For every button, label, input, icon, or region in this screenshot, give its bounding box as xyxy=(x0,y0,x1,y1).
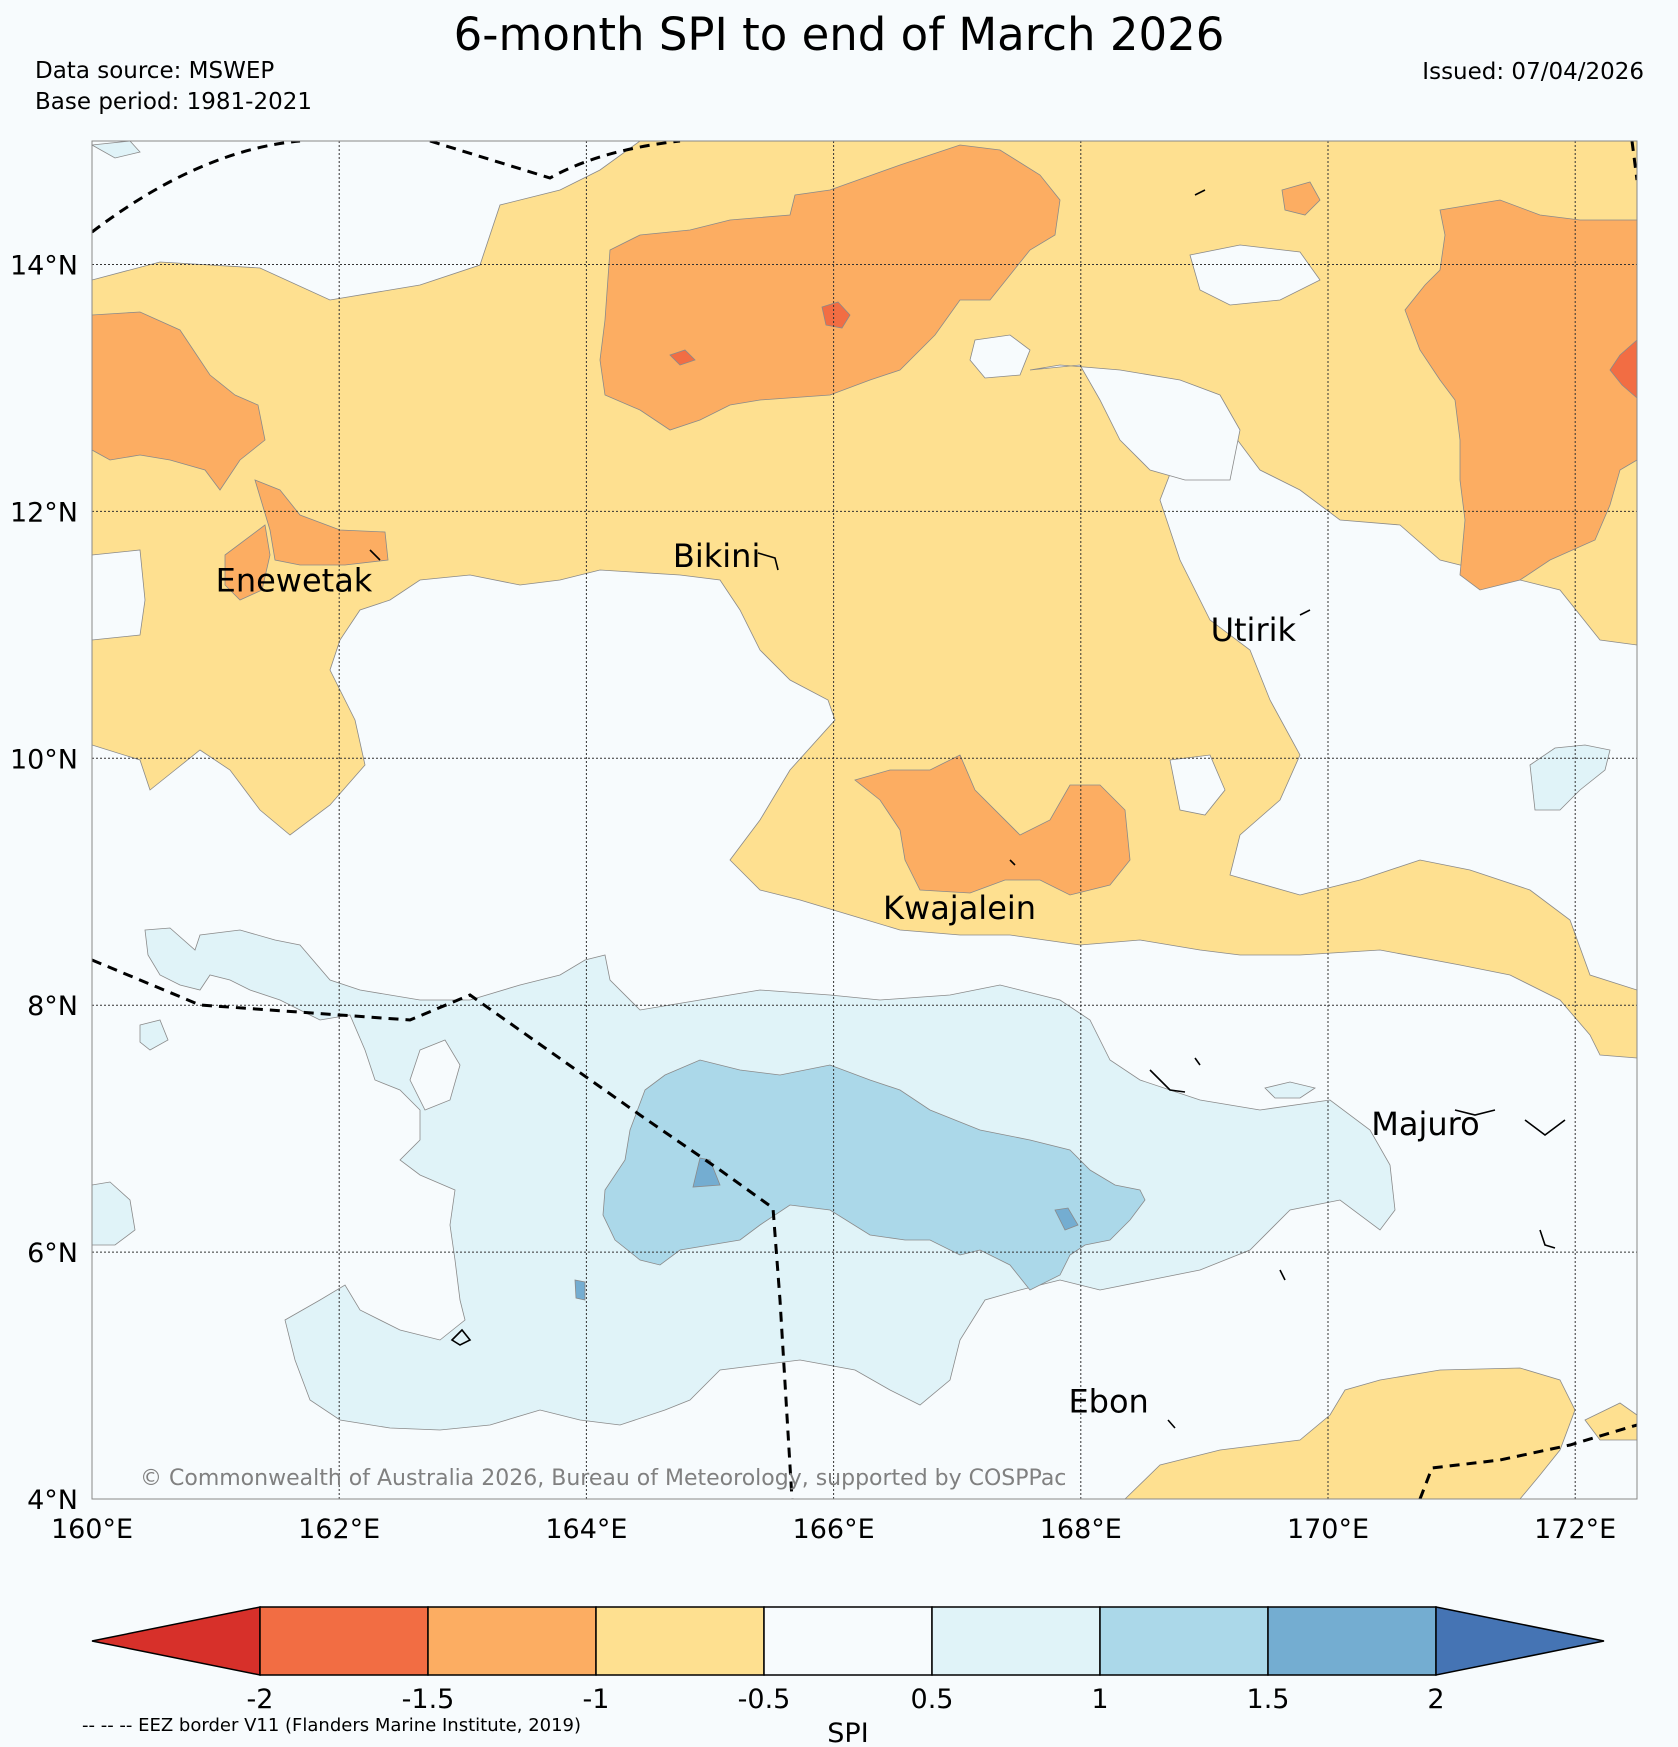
moderately-dry-patch xyxy=(1281,181,1321,216)
colorbar-tick-label: 2 xyxy=(1427,1684,1444,1715)
colorbar-bin-4 xyxy=(763,1606,933,1676)
very-wet-patch-3 xyxy=(574,1279,586,1301)
wet-patch-west xyxy=(92,1181,136,1246)
colorbar-bin-5 xyxy=(931,1606,1101,1676)
place-label: Bikini xyxy=(673,537,760,575)
place-label: Enewetak xyxy=(216,562,373,600)
longitude-tick-label: 162°E xyxy=(298,1514,380,1545)
colorbar-extend-high xyxy=(1435,1606,1605,1676)
longitude-tick-label: 160°E xyxy=(51,1514,133,1545)
longitude-labels: 160°E 162°E 164°E 166°E 168°E 170°E 172°E xyxy=(51,1514,1616,1545)
colorbar-tick-label: -0.5 xyxy=(738,1684,791,1715)
copyright-text: © Commonwealth of Australia 2026, Bureau… xyxy=(140,1466,1066,1491)
neutral-hole-5 xyxy=(1169,754,1226,816)
eez-borders xyxy=(92,141,1637,1499)
neutral-hole-wet xyxy=(409,1039,461,1111)
dry-region-south xyxy=(1124,1367,1576,1499)
gridlines xyxy=(92,141,1637,1499)
latitude-tick-label: 4°N xyxy=(27,1485,78,1516)
wet-patch-small-2 xyxy=(92,141,141,159)
latitude-tick-label: 12°N xyxy=(10,497,78,528)
map-frame xyxy=(91,140,1638,1500)
longitude-tick-label: 172°E xyxy=(1534,1514,1616,1545)
eez-border-note: -- -- -- EEZ border V11 (Flanders Marine… xyxy=(82,1715,581,1736)
colorbar-tick-label: 0.5 xyxy=(911,1684,954,1715)
colorbar-bin-6 xyxy=(1099,1606,1269,1676)
map-title: 6-month SPI to end of March 2026 xyxy=(454,8,1225,61)
colorbar-bin-2 xyxy=(427,1606,597,1676)
moderately-dry-central xyxy=(854,754,1131,896)
atoll-outlines xyxy=(369,189,1566,1429)
wet-patch-east xyxy=(1529,744,1611,811)
colorbar-label: SPI xyxy=(827,1718,868,1747)
very-wet-patch-2 xyxy=(1054,1207,1079,1231)
colorbar-tick-label: 1 xyxy=(1091,1684,1108,1715)
wet-patch-small-3 xyxy=(139,1019,169,1051)
place-label: Ebon xyxy=(1068,1383,1148,1421)
moderately-dry-north xyxy=(599,144,1061,431)
colorbar-bin-1 xyxy=(259,1606,429,1676)
neutral-hole-4 xyxy=(92,549,146,641)
dry-patch-southeast xyxy=(1584,1402,1637,1441)
colorbar-tick-labels: -2 -1.5 -1 -0.5 0.5 1 1.5 2 xyxy=(247,1684,1445,1715)
colorbar-bin-7 xyxy=(1267,1606,1437,1676)
neutral-hole-3 xyxy=(969,334,1031,379)
issued-date-text: Issued: 07/04/2026 xyxy=(1422,59,1644,85)
colorbar-extend-low xyxy=(91,1606,261,1676)
place-label: Utirik xyxy=(1211,611,1297,649)
longitude-tick-label: 166°E xyxy=(793,1514,875,1545)
moderately-dry-west-2 xyxy=(254,479,389,566)
very-wet-region xyxy=(602,1059,1146,1291)
colorbar-bin-3 xyxy=(595,1606,765,1676)
place-label: Kwajalein xyxy=(883,889,1036,927)
place-label: Majuro xyxy=(1371,1105,1479,1143)
moderately-dry-east xyxy=(1404,199,1637,591)
colorbar: -2 -1.5 -1 -0.5 0.5 1 1.5 2 SPI xyxy=(91,1606,1605,1747)
moderately-dry-west-3 xyxy=(224,524,271,601)
severely-dry-patch-2 xyxy=(669,349,696,366)
severely-dry-patch-3 xyxy=(1609,339,1637,399)
map-panel: EnewetakBikiniUtirikKwajaleinMajuroEbon … xyxy=(91,140,1638,1500)
severely-dry-patch-1 xyxy=(821,301,851,329)
colorbar-tick-label: -1.5 xyxy=(402,1684,455,1715)
place-labels: Enewetak Bikini Utirik Kwajalein Majuro Ebon xyxy=(216,537,1480,1421)
latitude-tick-label: 6°N xyxy=(27,1238,78,1269)
latitude-tick-label: 10°N xyxy=(10,744,78,775)
colorbar-tick-label: -2 xyxy=(247,1684,274,1715)
data-source-text: Data source: MSWEP xyxy=(35,58,274,84)
latitude-labels: 4°N 6°N 8°N 10°N 12°N 14°N xyxy=(10,250,78,1516)
wet-patch-small-1 xyxy=(1264,1081,1316,1099)
base-period-text: Base period: 1981-2021 xyxy=(35,89,312,115)
moderately-dry-west xyxy=(92,311,266,491)
longitude-tick-label: 168°E xyxy=(1040,1514,1122,1545)
neutral-hole-2 xyxy=(1189,244,1321,306)
neutral-hole-1 xyxy=(1029,364,1241,481)
longitude-tick-label: 170°E xyxy=(1287,1514,1369,1545)
latitude-tick-label: 14°N xyxy=(10,250,78,281)
colorbar-tick-label: -1 xyxy=(583,1684,610,1715)
latitude-tick-label: 8°N xyxy=(27,991,78,1022)
longitude-tick-label: 164°E xyxy=(545,1514,627,1545)
colorbar-tick-label: 1.5 xyxy=(1247,1684,1290,1715)
